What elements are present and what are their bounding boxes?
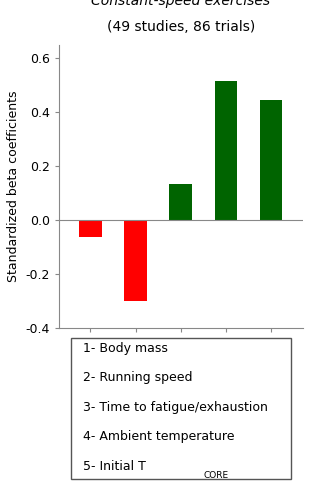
- Text: 2- Running speed: 2- Running speed: [83, 372, 193, 384]
- Text: 4- Ambient temperature: 4- Ambient temperature: [83, 430, 235, 444]
- Bar: [79, 220, 102, 236]
- Bar: [169, 184, 192, 220]
- X-axis label: Factors: Factors: [158, 356, 203, 369]
- Bar: [260, 100, 282, 220]
- Text: Constant-speed exercises: Constant-speed exercises: [91, 0, 270, 8]
- Text: CORE: CORE: [204, 471, 229, 480]
- Text: 3- Time to fatigue/exhaustion: 3- Time to fatigue/exhaustion: [83, 401, 268, 414]
- Text: (49 studies, 86 trials): (49 studies, 86 trials): [107, 20, 255, 34]
- FancyBboxPatch shape: [71, 338, 291, 478]
- Y-axis label: Standardized beta coefficients: Standardized beta coefficients: [7, 91, 20, 282]
- Bar: [124, 220, 147, 301]
- Text: 5- Initial T: 5- Initial T: [83, 460, 146, 472]
- Bar: [215, 82, 237, 220]
- Text: 1- Body mass: 1- Body mass: [83, 342, 168, 355]
